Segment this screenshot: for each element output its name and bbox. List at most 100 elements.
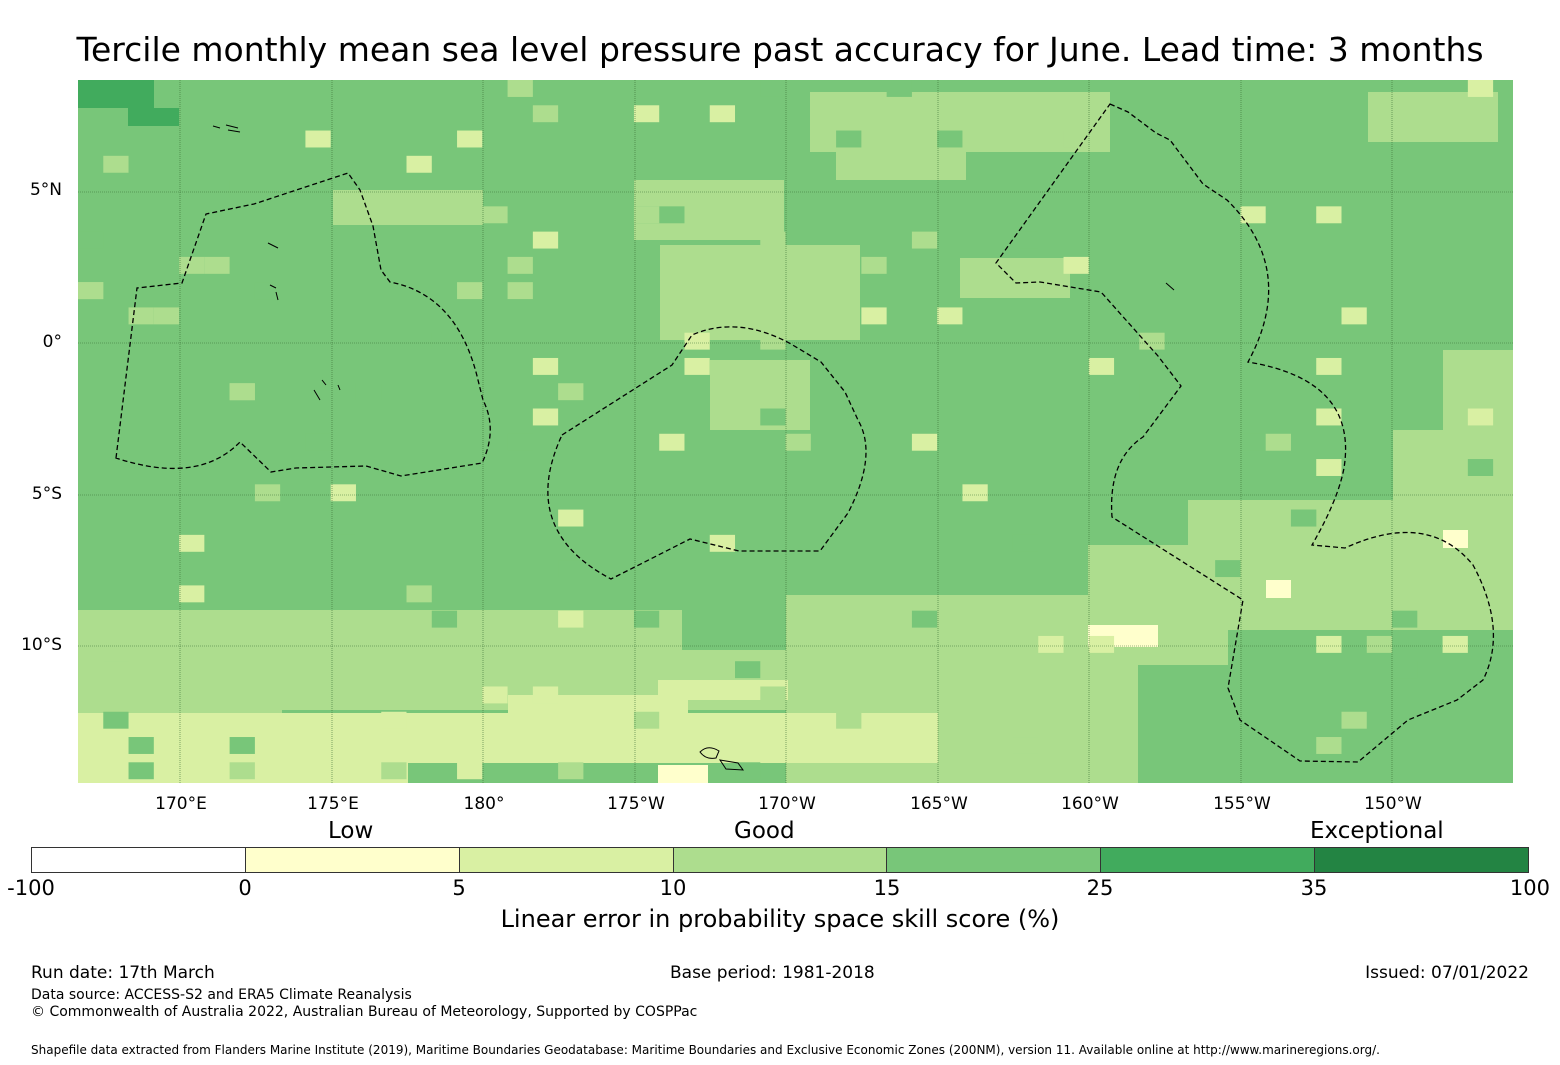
skill-cell (558, 610, 584, 628)
skill-cell (179, 256, 205, 274)
skill-cell (305, 130, 331, 148)
skill-cell (532, 408, 559, 426)
eez-boundary-east (995, 103, 1495, 763)
colorbar-tick: 5 (452, 876, 466, 900)
base-period: Base period: 1981-2018 (670, 963, 875, 983)
skill-cell (103, 661, 129, 679)
skill-cell (760, 80, 786, 97)
skill-cell (457, 762, 483, 780)
eez-boundary-central (547, 326, 867, 580)
lon-label-170w: 170°W (758, 794, 816, 814)
skill-cell (735, 661, 761, 679)
lat-label-10s: 10°S (21, 635, 62, 655)
skill-cell (381, 762, 407, 780)
skill-cell (1442, 635, 1468, 653)
skill-cell (507, 80, 533, 97)
lon-label-170e: 170°E (155, 794, 207, 814)
colorbar-tick: 35 (1300, 876, 1328, 900)
skill-cell (78, 282, 104, 300)
skill-cell (330, 408, 356, 426)
skill-cell (1366, 635, 1393, 653)
skill-cell (760, 408, 786, 426)
skill-cell (760, 332, 786, 350)
skill-cell (960, 258, 1070, 298)
skill-cell (229, 762, 255, 780)
skill-cell (911, 610, 938, 628)
colorbar-tick: 25 (1086, 876, 1114, 900)
skill-cell (406, 585, 432, 603)
run-date: Run date: 17th March (31, 963, 215, 983)
skill-cell (128, 762, 154, 780)
colorbar-segment-5-10 (459, 848, 674, 872)
island-samoa (699, 747, 720, 759)
skill-cell (229, 383, 255, 401)
skill-cell (1012, 737, 1039, 754)
category-good: Good (734, 818, 795, 844)
island-marshall (212, 124, 241, 133)
category-low: Low (328, 818, 374, 844)
colorbar-segment-35-100 (1315, 848, 1529, 872)
skill-cell (1215, 130, 1241, 148)
skill-cell (330, 484, 356, 502)
lon-label-150w: 150°W (1364, 794, 1422, 814)
skill-cell (962, 484, 988, 502)
skill-cell (1215, 560, 1241, 578)
skill-cell (659, 433, 685, 451)
colorbar-segment-10-15 (673, 848, 888, 872)
data-source: Data source: ACCESS-S2 and ERA5 Climate … (31, 987, 412, 1003)
skill-map (78, 80, 1513, 783)
skill-cell (1266, 580, 1291, 598)
skill-cell (482, 686, 508, 704)
skill-cell (558, 509, 584, 527)
skill-cell (78, 80, 154, 108)
skill-cell (684, 332, 710, 350)
shapefile-note: Shapefile data extracted from Flanders M… (31, 1043, 1380, 1057)
skill-cell (1240, 206, 1266, 224)
colorbar-segment-0-5 (245, 848, 460, 872)
skill-cell (911, 231, 938, 249)
skill-cell (355, 383, 382, 401)
skill-cell (1316, 737, 1342, 754)
skill-cell (1038, 635, 1064, 653)
skill-cell (659, 206, 685, 224)
skill-cell (229, 737, 255, 754)
skill-cell (406, 155, 432, 173)
skill-cell (128, 737, 154, 754)
skill-cell (1265, 534, 1291, 552)
skill-cell (886, 80, 912, 97)
colorbar-tick: 10 (659, 876, 687, 900)
colorbar-tick: 100 (1509, 876, 1550, 900)
copyright: © Commonwealth of Australia 2022, Austra… (31, 1004, 698, 1020)
skill-cell (457, 130, 483, 148)
category-exceptional: Exceptional (1310, 818, 1444, 844)
skill-cell (179, 181, 205, 199)
skill-cell (1238, 630, 1318, 680)
skill-cell (507, 433, 533, 451)
skill-cell (861, 256, 887, 274)
lon-label-160w: 160°W (1061, 794, 1119, 814)
lat-label-5s: 5°S (31, 484, 62, 504)
skill-cell (658, 765, 708, 783)
skill-cell (1290, 509, 1317, 527)
skill-cell (381, 711, 407, 729)
skill-cell (1316, 357, 1342, 375)
colorbar-segment-15-25 (887, 848, 1102, 872)
skill-cell (254, 484, 281, 502)
colorbar (31, 847, 1529, 873)
island-samoa-east (718, 759, 745, 771)
skill-cell (583, 408, 609, 426)
skill-cell (1114, 383, 1140, 401)
skill-cell (1316, 206, 1342, 224)
skill-cell (330, 534, 356, 552)
skill-cell (633, 711, 660, 729)
skill-cell (1088, 357, 1115, 375)
skill-cell (558, 762, 584, 780)
lon-label-175e: 175°E (307, 794, 359, 814)
skill-cell (1467, 80, 1494, 97)
skill-cell (1467, 459, 1494, 476)
skill-cell (333, 190, 483, 225)
skill-cell (179, 534, 205, 552)
skill-cell (1392, 610, 1418, 628)
skill-cell (886, 105, 912, 123)
colorbar-tick: 0 (238, 876, 252, 900)
